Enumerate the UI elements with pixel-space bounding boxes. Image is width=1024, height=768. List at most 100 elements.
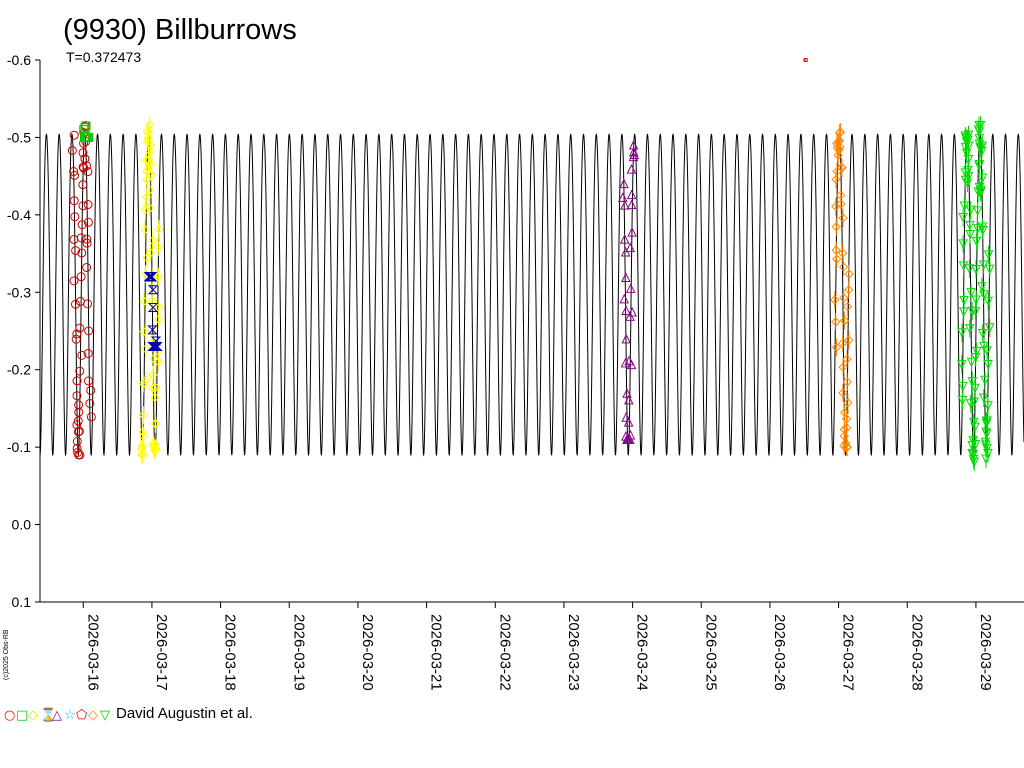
x-tick-label: 2026-03-18	[222, 614, 239, 691]
data-point	[72, 391, 82, 401]
data-point	[150, 418, 161, 429]
data-point	[72, 420, 82, 430]
data-point	[957, 328, 967, 338]
data-point	[842, 354, 852, 364]
data-point	[621, 305, 631, 315]
data-point	[831, 174, 841, 185]
data-point	[841, 438, 851, 448]
data-point	[977, 328, 988, 339]
data-point	[138, 450, 148, 460]
data-point	[972, 347, 982, 357]
data-point	[77, 220, 87, 230]
data-point	[972, 206, 983, 217]
data-point	[831, 342, 842, 353]
data-point	[956, 359, 967, 370]
data-point	[72, 436, 82, 446]
data-point	[831, 222, 841, 232]
data-point	[85, 398, 95, 408]
data-point	[831, 317, 841, 327]
data-point	[82, 238, 92, 248]
data-point	[834, 145, 844, 155]
x-tick-label: 2026-03-20	[359, 614, 376, 691]
data-point	[980, 375, 990, 386]
data-point	[981, 440, 991, 451]
data-point	[982, 444, 992, 454]
data-point	[146, 170, 157, 180]
data-point	[153, 356, 164, 367]
data-point	[80, 123, 90, 133]
data-point	[138, 431, 149, 441]
data-point	[149, 445, 160, 456]
legend-symbol: ⬠	[76, 708, 88, 723]
x-tick-label: 2026-03-19	[290, 614, 307, 691]
data-point	[137, 450, 147, 460]
data-point	[974, 161, 984, 172]
data-point	[963, 154, 974, 165]
data-point	[150, 336, 162, 346]
y-tick-label: -0.1	[7, 439, 31, 455]
data-point	[154, 302, 164, 313]
x-tick-label: 2026-03-16	[84, 614, 101, 691]
x-tick-label: 2026-03-26	[771, 614, 788, 691]
data-point	[838, 362, 848, 372]
data-point	[975, 186, 986, 196]
x-tick-label: 2026-03-25	[702, 614, 719, 691]
data-point	[86, 412, 96, 422]
data-point	[83, 299, 93, 309]
data-point	[75, 323, 85, 333]
data-point	[842, 423, 852, 433]
data-point	[622, 388, 632, 398]
data-point	[150, 382, 161, 393]
data-point	[839, 315, 850, 326]
data-point	[966, 357, 977, 368]
data-point	[69, 234, 79, 244]
data-point	[621, 333, 632, 344]
data-point	[628, 139, 639, 150]
data-point	[84, 326, 94, 336]
data-point	[71, 334, 81, 344]
data-point	[830, 295, 840, 305]
data-point	[82, 234, 92, 244]
data-point	[966, 288, 976, 298]
legend-symbol: ▽	[100, 708, 110, 723]
y-tick-label: 0.1	[12, 594, 32, 610]
data-point	[69, 276, 79, 286]
data-point	[143, 133, 154, 143]
data-point	[628, 146, 639, 157]
data-point	[838, 293, 849, 303]
data-point	[86, 385, 96, 395]
data-point	[78, 201, 88, 211]
data-point	[83, 376, 93, 386]
data-point	[77, 350, 87, 360]
data-point	[833, 150, 843, 161]
legend-symbol: ☆	[64, 708, 76, 723]
data-point	[83, 217, 93, 227]
data-point	[971, 295, 981, 306]
data-point	[970, 422, 980, 433]
data-point	[836, 199, 846, 209]
data-point	[83, 167, 93, 177]
data-point	[958, 213, 968, 223]
data-point	[138, 410, 149, 420]
data-point	[832, 254, 842, 264]
data-point	[72, 329, 82, 339]
data-point	[838, 388, 848, 398]
y-tick-label: -0.2	[7, 362, 31, 378]
data-point	[626, 189, 637, 200]
data-point	[80, 154, 90, 164]
data-point	[75, 366, 85, 376]
legend-credit: David Augustin et al.	[116, 705, 253, 722]
data-point	[958, 381, 968, 392]
data-point	[958, 239, 968, 250]
data-point	[625, 429, 636, 440]
data-point	[803, 58, 808, 62]
data-point	[974, 127, 985, 137]
data-point	[983, 250, 994, 260]
data-point	[147, 296, 157, 306]
data-point	[982, 416, 992, 426]
data-point	[72, 376, 82, 386]
data-point	[979, 290, 989, 300]
data-point	[140, 204, 150, 215]
data-point	[963, 171, 974, 182]
data-point	[982, 346, 992, 356]
